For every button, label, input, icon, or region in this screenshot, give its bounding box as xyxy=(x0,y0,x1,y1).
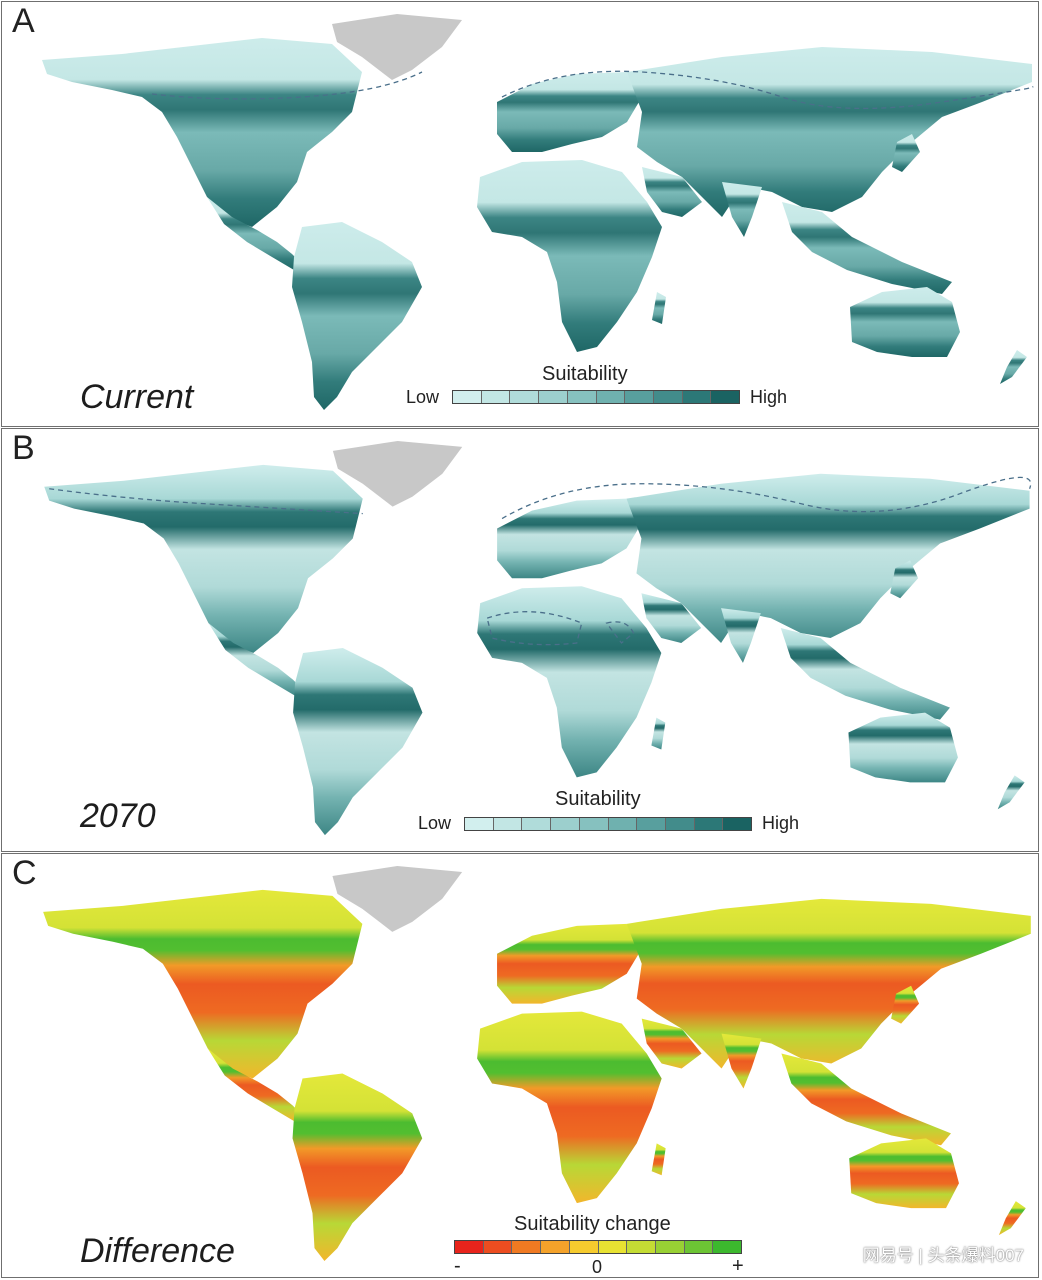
legend-swatch xyxy=(455,1241,484,1253)
scenario-label: Difference xyxy=(80,1232,235,1270)
range-boundary-dashed xyxy=(49,476,1032,520)
legend-colorbar xyxy=(454,1240,742,1254)
watermark: 网易号 | 头条爆料007 xyxy=(862,1246,1024,1265)
continents xyxy=(44,464,1030,836)
legend-swatch xyxy=(711,391,740,403)
legend-swatch xyxy=(608,818,638,830)
legend-swatch xyxy=(493,818,523,830)
legend-swatch xyxy=(596,391,626,403)
panel-2070: B 2070 Suitability Low High xyxy=(1,428,1039,852)
legend-low-label: Low xyxy=(406,387,440,407)
legend-swatch xyxy=(713,1241,742,1253)
legend-swatch xyxy=(551,818,580,830)
legend-swatch xyxy=(541,1241,570,1253)
continents xyxy=(43,889,1031,1262)
legend-swatch xyxy=(598,1241,628,1253)
panel-difference: C Difference Suitability change - 0 + xyxy=(1,853,1039,1278)
legend-colorbar xyxy=(464,817,752,831)
range-boundary-dashed xyxy=(151,70,1034,110)
legend-swatch xyxy=(567,391,597,403)
legend-swatch xyxy=(653,391,683,403)
legend-swatch xyxy=(453,391,482,403)
legend-high-label: High xyxy=(750,387,788,407)
legend-swatch xyxy=(627,1241,656,1253)
legend-swatch xyxy=(522,818,552,830)
legend-swatch xyxy=(510,391,540,403)
legend-swatch xyxy=(483,1241,513,1253)
legend-plus-label: + xyxy=(732,1255,744,1277)
legend-swatch xyxy=(637,818,666,830)
legend-swatch xyxy=(481,391,511,403)
legend-swatch xyxy=(625,391,654,403)
panel-letter: A xyxy=(12,2,35,40)
legend-swatch xyxy=(682,391,712,403)
legend-swatch xyxy=(723,818,752,830)
legend-title: Suitability xyxy=(555,788,641,810)
panel-letter: C xyxy=(12,854,37,892)
legend-zero-label: 0 xyxy=(592,1257,603,1277)
legend-minus-label: - xyxy=(454,1255,461,1277)
legend-swatch xyxy=(694,818,724,830)
panel-letter: B xyxy=(12,429,35,467)
suitability-map-2070 xyxy=(44,440,1032,836)
continents xyxy=(42,38,1032,410)
legend-swatch xyxy=(465,818,494,830)
sahara-boundary-dashed xyxy=(486,611,635,646)
suitability-map-current xyxy=(42,14,1034,410)
legend-title: Suitability xyxy=(542,363,628,385)
legend-swatch xyxy=(512,1241,542,1253)
legend-low-label: Low xyxy=(418,813,452,833)
legend-swatch xyxy=(539,391,568,403)
legend-title: Suitability change xyxy=(514,1213,671,1235)
legend-swatch xyxy=(665,818,695,830)
legend-swatch xyxy=(655,1241,685,1253)
legend-swatch xyxy=(569,1241,599,1253)
panel-current: A Current Suitability Low High xyxy=(1,1,1039,427)
scenario-label: 2070 xyxy=(80,797,156,835)
legend-swatch xyxy=(579,818,609,830)
legend-high-label: High xyxy=(762,813,800,833)
scenario-label: Current xyxy=(80,378,194,416)
legend-swatch xyxy=(684,1241,714,1253)
legend-colorbar xyxy=(452,390,740,404)
